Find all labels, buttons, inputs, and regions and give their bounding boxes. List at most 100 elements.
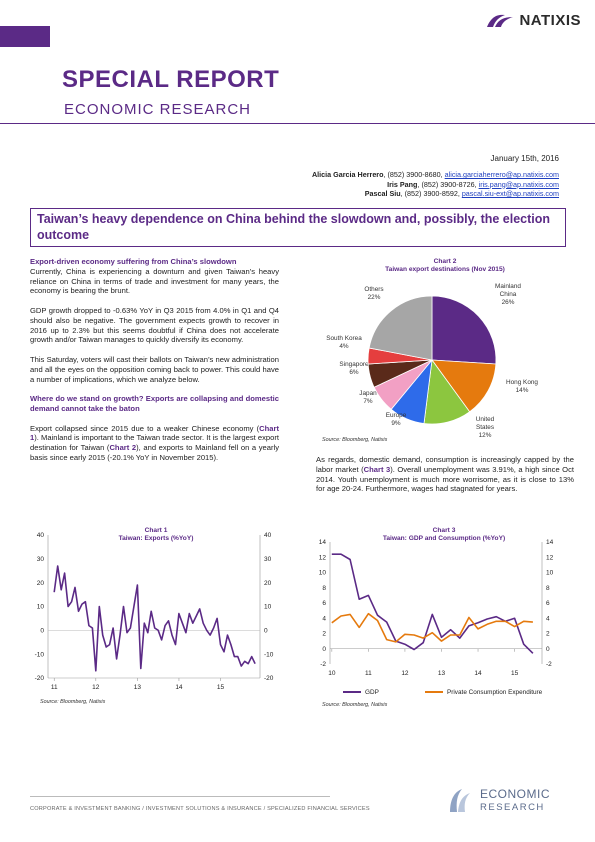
y-tick-label-right: 6 (546, 600, 550, 607)
x-tick-label: 14 (474, 670, 482, 677)
author-phone: , (852) 3900-8592, (400, 189, 462, 198)
y-tick-label-right: 10 (264, 604, 272, 611)
report-date: January 15th, 2016 (490, 154, 560, 163)
y-tick-label-left: 40 (37, 532, 45, 539)
chart3-source: Source: Bloomberg, Natixis (322, 702, 388, 708)
author-email[interactable]: iris.pang@ap.natixis.com (478, 179, 559, 189)
y-tick-label-left: 4 (322, 615, 326, 622)
x-tick-label: 14 (175, 684, 183, 691)
svg-text:Europe: Europe (386, 412, 407, 419)
y-tick-label-right: 20 (264, 580, 272, 587)
y-tick-label-right: 10 (546, 570, 554, 577)
pie-slice (368, 295, 433, 361)
y-tick-label-right: 12 (546, 554, 554, 561)
svg-text:7%: 7% (363, 398, 373, 405)
paragraph: As regards, domestic demand, consumption… (316, 455, 574, 494)
series-line-consumption (331, 612, 533, 643)
svg-text:China: China (500, 291, 517, 298)
y-tick-label-left: 20 (37, 580, 45, 587)
y-tick-label-left: 6 (322, 600, 326, 607)
series-line-gdp (331, 553, 534, 654)
section-heading: Export-driven economy suffering from Chi… (30, 257, 237, 266)
author-list: Alicia Garcia Herrero, (852) 3900-8680, … (312, 170, 559, 199)
natixis-logo: NATIXIS (485, 12, 581, 29)
y-tick-label-right: 40 (264, 532, 272, 539)
y-tick-label-right: -2 (546, 661, 552, 668)
legend-label: GDP (365, 689, 379, 696)
y-tick-label-left: -10 (35, 651, 45, 658)
economic-research-logo: ECONOMIC RESEARCH (444, 786, 550, 816)
y-tick-label-left: 12 (319, 554, 327, 561)
svg-text:22%: 22% (368, 294, 381, 301)
svg-text:Singapore: Singapore (339, 361, 369, 368)
chart2-title: Chart 2 Taiwan export destinations (Nov … (320, 258, 570, 274)
svg-text:4%: 4% (339, 343, 349, 350)
pie-slice (431, 359, 497, 413)
headline-box: Taiwan’s heavy dependence on China behin… (30, 208, 566, 247)
pie-slice (431, 295, 497, 365)
y-tick-label-left: -2 (320, 661, 326, 668)
chart1-line: -20 -20 -10 -10 0 0 10 10 20 20 30 30 40 40 11 12 13 14 15 (35, 532, 274, 691)
report-subtitle: ECONOMIC RESEARCH (64, 101, 252, 118)
chart-subtitle-text: Taiwan: Exports (%YoY) (118, 535, 194, 542)
svg-text:States: States (476, 424, 494, 431)
y-tick-label-left: 0 (322, 646, 326, 653)
headline: Taiwan’s heavy dependence on China behin… (37, 212, 551, 242)
author-email[interactable]: pascal.siu-ext@ap.natixis.com (461, 189, 559, 198)
chart-title-text: Chart 3 (432, 527, 456, 534)
y-tick-label-right: -20 (264, 675, 274, 682)
chart-reference: Chart 3 (363, 464, 391, 474)
section-heading: Where do we stand on growth? Exports are… (30, 394, 279, 413)
right-column-text: As regards, domestic demand, consumption… (316, 455, 574, 504)
x-tick-label: 12 (401, 670, 409, 677)
svg-text:12%: 12% (479, 432, 492, 438)
footer-logo-line2: RESEARCH (480, 802, 545, 813)
svg-text:6%: 6% (349, 369, 359, 376)
author-name: Iris Pang (387, 179, 418, 189)
title-divider (0, 123, 595, 124)
x-tick-label: 13 (438, 670, 446, 677)
brand-name: NATIXIS (519, 12, 581, 29)
svg-text:9%: 9% (391, 420, 401, 427)
chart3-title: Chart 3 Taiwan: GDP and Consumption (%Yo… (315, 527, 573, 543)
legend-item: Private Consumption Expenditure (425, 689, 543, 696)
research-emblem-icon (450, 789, 470, 812)
x-tick-label: 12 (92, 684, 100, 691)
paragraph: Export collapsed since 2015 due to a wea… (30, 423, 279, 462)
exports-series-line (53, 565, 256, 672)
chart2-source: Source: Bloomberg, Natixis (322, 437, 388, 443)
chart-title-text: Chart 2 (433, 258, 457, 265)
svg-text:South Korea: South Korea (326, 335, 362, 342)
natixis-wing-icon (487, 14, 514, 27)
chart-subtitle-text: Taiwan export destinations (Nov 2015) (385, 266, 505, 273)
chart1-title: Chart 1 Taiwan: Exports (%YoY) (30, 527, 282, 543)
paragraph: This Saturday, voters will cast their ba… (30, 354, 279, 384)
y-tick-label-right: 8 (546, 585, 550, 592)
author-line: Pascal Siu, (852) 3900-8592, pascal.siu-… (312, 189, 559, 199)
chart-title-text: Chart 1 (144, 527, 168, 534)
y-tick-label-left: 0 (40, 628, 44, 635)
author-email[interactable]: alicia.garciaherrero@ap.natixis.com (444, 170, 559, 179)
y-tick-label-right: 30 (264, 556, 272, 563)
x-tick-label: 15 (511, 670, 519, 677)
svg-text:Hong Kong: Hong Kong (506, 379, 538, 386)
legend-item: GDP (343, 689, 379, 696)
footer-divider (30, 796, 330, 797)
svg-text:United: United (476, 416, 495, 423)
x-tick-label: 11 (365, 670, 372, 677)
svg-text:Others: Others (364, 286, 383, 293)
y-tick-label-left: -20 (35, 675, 45, 682)
left-column-top: Export-driven economy suffering from Chi… (30, 257, 279, 473)
chart-subtitle-text: Taiwan: GDP and Consumption (%YoY) (382, 535, 506, 542)
chart-reference: Chart 1 (30, 423, 279, 443)
y-tick-label-right: 14 (546, 539, 554, 546)
y-tick-label-left: 2 (322, 631, 326, 638)
x-tick-label: 10 (328, 670, 336, 677)
